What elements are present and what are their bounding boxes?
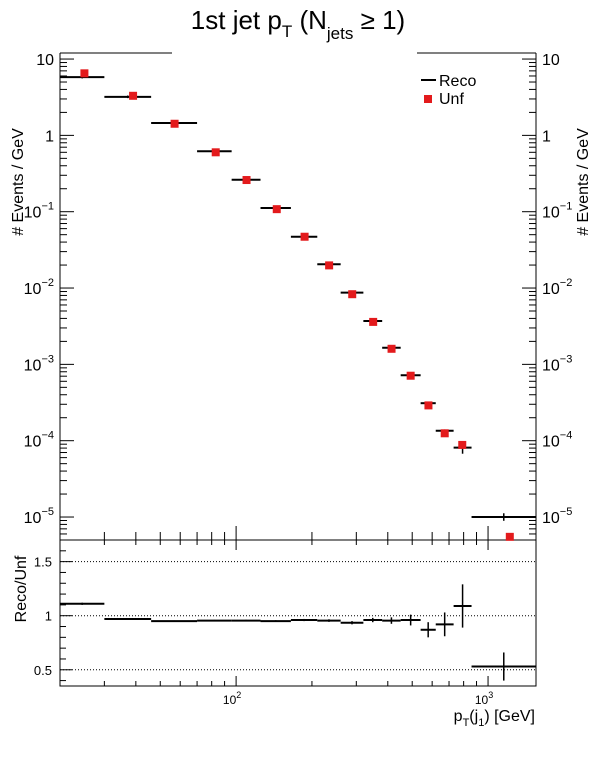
unf-point	[170, 119, 179, 128]
legend: Reco Unf	[421, 73, 476, 108]
y-tick-label-right: 10−5	[542, 506, 572, 527]
x-tick-label: 103	[475, 690, 493, 707]
unf-point	[505, 532, 514, 541]
top-plot-frame	[59, 52, 537, 541]
ratio-y-tick-label: 0.5	[34, 663, 52, 678]
unf-point	[458, 440, 467, 449]
y-tick-label-left: 10−4	[24, 430, 54, 451]
unf-point	[300, 232, 309, 241]
y-tick-label-right: 10	[542, 52, 560, 69]
y-axis-label-left: # Events / GeV	[10, 128, 27, 236]
chart-title: 1st jet pT (Njets ≥ 1)	[191, 5, 405, 43]
unf-point	[440, 429, 449, 438]
y-tick-label-left: 10	[36, 52, 54, 69]
unf-point	[406, 371, 415, 380]
y-tick-label-left: 10−5	[24, 506, 54, 527]
unf-point	[387, 344, 396, 353]
legend-reco-label: Reco	[439, 73, 476, 90]
unf-point	[211, 148, 220, 157]
y-tick-label-left: 10−2	[24, 277, 54, 298]
unf-point	[424, 401, 433, 410]
x-axis-label: pT(j1) [GeV]	[454, 708, 535, 729]
ratio-y-axis-label: Reco/Unf	[13, 555, 30, 622]
ratio-plot-frame	[59, 539, 537, 687]
y-tick-label-right: 10−4	[542, 430, 572, 451]
unf-point	[369, 317, 378, 326]
y-tick-label-right: 10−3	[542, 353, 572, 374]
unf-point	[129, 91, 138, 100]
x-tick-label: 102	[223, 690, 241, 707]
unf-point	[80, 69, 89, 78]
unf-point	[348, 290, 357, 299]
y-tick-label-right: 10−2	[542, 277, 572, 298]
y-tick-label-left: 10−3	[24, 353, 54, 374]
y-tick-label-left: 1	[45, 128, 54, 145]
legend-unf-swatch	[424, 95, 432, 103]
unf-point	[242, 176, 251, 185]
legend-unf-label: Unf	[439, 91, 464, 108]
y-tick-label-right: 10−1	[542, 201, 572, 222]
y-tick-label-left: 10−1	[24, 201, 54, 222]
y-axis-label-right: # Events / GeV	[575, 128, 592, 236]
ratio-y-tick-label: 1.5	[34, 555, 52, 570]
unf-point	[325, 261, 334, 270]
ratio-y-tick-label: 1	[45, 609, 52, 624]
y-tick-label-right: 1	[542, 128, 551, 145]
unf-point	[272, 205, 281, 214]
